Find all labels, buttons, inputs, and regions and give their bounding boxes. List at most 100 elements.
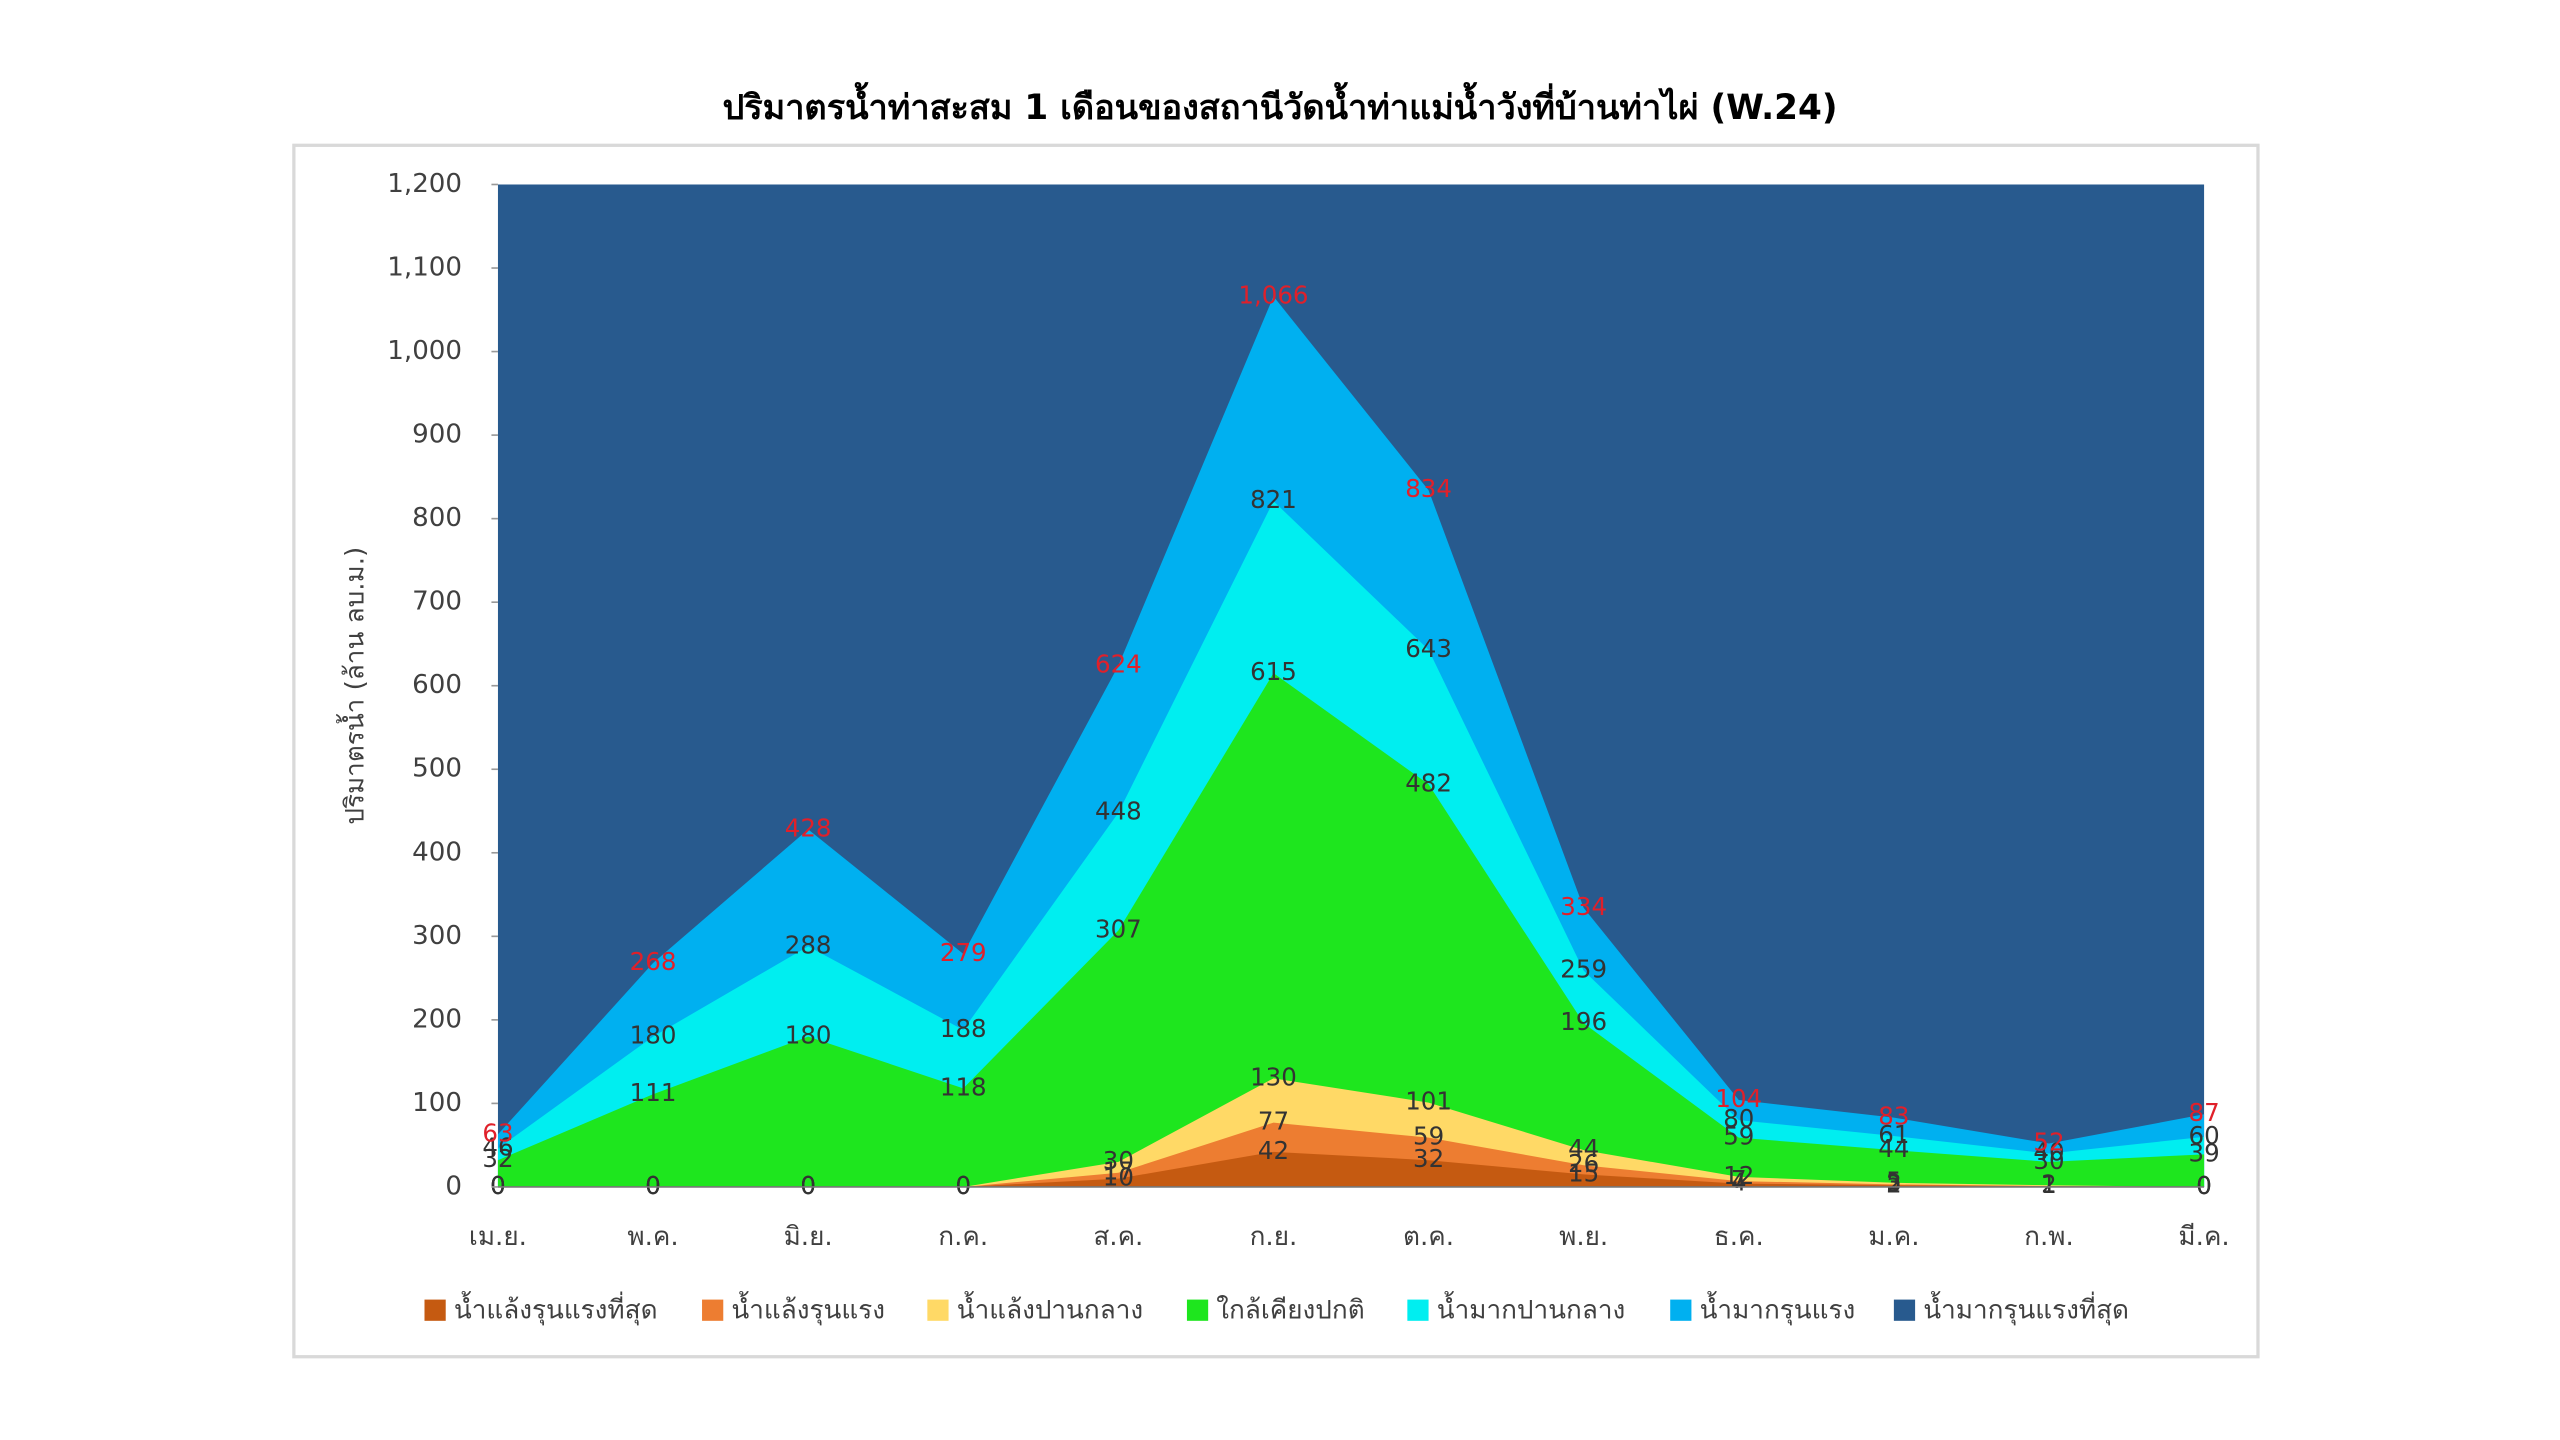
- legend-swatch: [1670, 1299, 1692, 1321]
- data-label: 26: [1568, 1149, 1599, 1178]
- data-label: 0: [955, 1171, 971, 1200]
- area: [497, 1122, 2205, 1187]
- x-tick-label: มี.ค.: [2178, 1222, 2229, 1252]
- legend-swatch: [1407, 1299, 1429, 1321]
- data-label: 63: [482, 1118, 513, 1147]
- data-label: 428: [785, 813, 832, 842]
- data-label: 87: [2189, 1098, 2220, 1127]
- x-tick-label: มิ.ย.: [784, 1222, 833, 1252]
- data-label: 39: [2189, 1138, 2220, 1167]
- data-label: 0: [645, 1171, 661, 1200]
- y-tick-label: 100: [412, 1088, 462, 1118]
- data-label: 0: [2196, 1171, 2212, 1200]
- data-label: 259: [1560, 955, 1607, 984]
- data-label: 624: [1095, 650, 1142, 679]
- legend-swatch: [1186, 1299, 1209, 1321]
- y-axis-label: ปริมาตรน้ำ (ล้าน ลบ.ม.): [335, 547, 370, 825]
- data-label: 42: [1258, 1136, 1289, 1165]
- data-label: 643: [1405, 634, 1452, 663]
- x-tick-label: พ.ย.: [1559, 1222, 1608, 1252]
- data-label: 482: [1405, 768, 1452, 797]
- data-label: 130: [1250, 1062, 1297, 1091]
- data-label: 59: [1723, 1122, 1754, 1151]
- x-tick-label: ม.ค.: [1868, 1222, 1919, 1252]
- data-label: 44: [1568, 1134, 1599, 1163]
- data-label: 307: [1095, 914, 1142, 943]
- data-label: 15: [1568, 1158, 1599, 1187]
- y-tick-label: 0: [445, 1171, 462, 1201]
- legend-swatch: [702, 1299, 724, 1321]
- data-label: 0: [645, 1171, 661, 1200]
- data-label: 111: [630, 1078, 677, 1107]
- data-label: 0: [955, 1171, 971, 1200]
- data-label: 32: [1413, 1144, 1444, 1173]
- y-tick-label: 900: [412, 420, 462, 450]
- x-tick-label: เม.ย.: [469, 1222, 527, 1252]
- y-tick-label: 800: [412, 503, 462, 533]
- data-label: 0: [800, 1171, 816, 1200]
- data-label: 268: [630, 947, 677, 976]
- legend-label: น้ำแล้งรุนแรงที่สุด: [454, 1291, 658, 1326]
- legend-swatch: [1893, 1299, 1916, 1321]
- data-label: 104: [1715, 1084, 1762, 1113]
- data-label: 615: [1250, 657, 1297, 686]
- data-label: 30: [2033, 1146, 2064, 1175]
- data-label: 0: [490, 1171, 506, 1200]
- data-label: 0: [2196, 1171, 2212, 1200]
- data-label: 2: [1886, 1169, 1902, 1198]
- x-tick-label: ต.ค.: [1403, 1222, 1454, 1252]
- area: [497, 673, 2205, 1187]
- data-label: 334: [1560, 892, 1607, 921]
- data-label: 196: [1560, 1007, 1607, 1036]
- data-label: 1,066: [1238, 280, 1308, 309]
- data-label: 448: [1095, 797, 1142, 826]
- data-label: 118: [940, 1072, 987, 1101]
- data-label: 4: [1731, 1168, 1747, 1197]
- area: [497, 1151, 2205, 1187]
- data-label: 0: [800, 1171, 816, 1200]
- y-tick-label: 200: [412, 1004, 462, 1034]
- y-tick-label: 1,200: [387, 169, 462, 199]
- y-tick-label: 400: [412, 837, 462, 867]
- y-tick-label: 1,100: [387, 253, 462, 283]
- x-tick-label: พ.ค.: [627, 1222, 678, 1252]
- data-label: 0: [2196, 1171, 2212, 1200]
- data-label: 30: [1103, 1146, 1134, 1175]
- data-label: 2: [2041, 1169, 2057, 1198]
- data-label: 60: [2189, 1121, 2220, 1150]
- data-label: 188: [940, 1014, 987, 1043]
- chart-title: ปริมาตรน้ำท่าสะสม 1 เดือนของสถานีวัดน้ำท…: [722, 82, 1837, 128]
- data-label: 77: [1258, 1107, 1289, 1136]
- data-label: 0: [490, 1171, 506, 1200]
- x-tick-label: ก.พ.: [2024, 1222, 2074, 1252]
- legend-label: น้ำมากรุนแรงที่สุด: [1923, 1291, 2129, 1326]
- legend-label: น้ำแล้งรุนแรง: [731, 1291, 885, 1326]
- legend-label: น้ำมากปานกลาง: [1437, 1291, 1626, 1326]
- data-label: 0: [800, 1171, 816, 1200]
- data-label: 288: [785, 930, 832, 959]
- data-label: 61: [1878, 1120, 1909, 1149]
- x-tick-label: ส.ค.: [1093, 1222, 1143, 1252]
- y-tick-label: 700: [412, 587, 462, 617]
- legend-label: น้ำมากรุนแรง: [1700, 1291, 1856, 1326]
- legend-swatch: [927, 1299, 949, 1321]
- data-label: 1: [2041, 1170, 2057, 1199]
- data-label: 12: [1723, 1161, 1754, 1190]
- data-label: 52: [2033, 1127, 2064, 1156]
- data-label: 180: [785, 1021, 832, 1050]
- data-label: 0: [955, 1171, 971, 1200]
- data-label: 0: [490, 1171, 506, 1200]
- data-label: 5: [1886, 1167, 1902, 1196]
- data-label: 32: [482, 1144, 513, 1173]
- y-tick-label: 600: [412, 670, 462, 700]
- data-label: 80: [1723, 1104, 1754, 1133]
- x-tick-label: ก.ย.: [1250, 1222, 1298, 1252]
- y-tick-label: 300: [412, 921, 462, 951]
- data-label: 279: [940, 938, 987, 967]
- data-label: 834: [1405, 474, 1452, 503]
- data-label: 101: [1405, 1087, 1452, 1116]
- data-label: 821: [1250, 485, 1297, 514]
- data-label: 46: [482, 1133, 513, 1162]
